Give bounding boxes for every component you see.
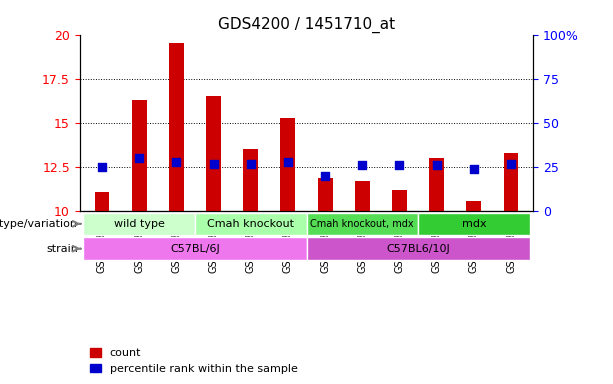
- Bar: [169, 43, 184, 211]
- Bar: [355, 181, 370, 211]
- Point: [97, 164, 107, 170]
- Point: [320, 173, 330, 179]
- FancyBboxPatch shape: [418, 213, 530, 235]
- Point: [134, 155, 144, 161]
- Bar: [243, 149, 258, 211]
- Bar: [132, 100, 147, 211]
- Point: [506, 161, 516, 167]
- Text: wild type: wild type: [114, 219, 165, 229]
- Text: C57BL/6J: C57BL/6J: [170, 244, 220, 254]
- FancyBboxPatch shape: [195, 213, 306, 235]
- FancyBboxPatch shape: [306, 213, 418, 235]
- Point: [395, 162, 405, 169]
- Text: genotype/variation: genotype/variation: [0, 219, 78, 229]
- Point: [246, 161, 256, 167]
- Text: mdx: mdx: [462, 219, 486, 229]
- Point: [432, 162, 441, 169]
- Bar: [281, 118, 295, 211]
- FancyBboxPatch shape: [306, 237, 530, 260]
- Point: [172, 159, 181, 165]
- FancyBboxPatch shape: [83, 213, 195, 235]
- Title: GDS4200 / 1451710_at: GDS4200 / 1451710_at: [218, 17, 395, 33]
- Bar: [429, 158, 444, 211]
- Bar: [503, 153, 519, 211]
- Legend: count, percentile rank within the sample: count, percentile rank within the sample: [85, 344, 302, 379]
- Bar: [392, 190, 407, 211]
- FancyBboxPatch shape: [83, 237, 306, 260]
- Text: C57BL6/10J: C57BL6/10J: [386, 244, 450, 254]
- Text: strain: strain: [46, 244, 78, 254]
- Bar: [466, 201, 481, 211]
- Text: Cmah knockout, mdx: Cmah knockout, mdx: [310, 219, 414, 229]
- Point: [208, 161, 218, 167]
- Point: [357, 162, 367, 169]
- Point: [283, 159, 293, 165]
- Bar: [318, 178, 332, 211]
- Bar: [206, 96, 221, 211]
- Bar: [94, 192, 110, 211]
- Text: Cmah knockout: Cmah knockout: [207, 219, 294, 229]
- Point: [469, 166, 479, 172]
